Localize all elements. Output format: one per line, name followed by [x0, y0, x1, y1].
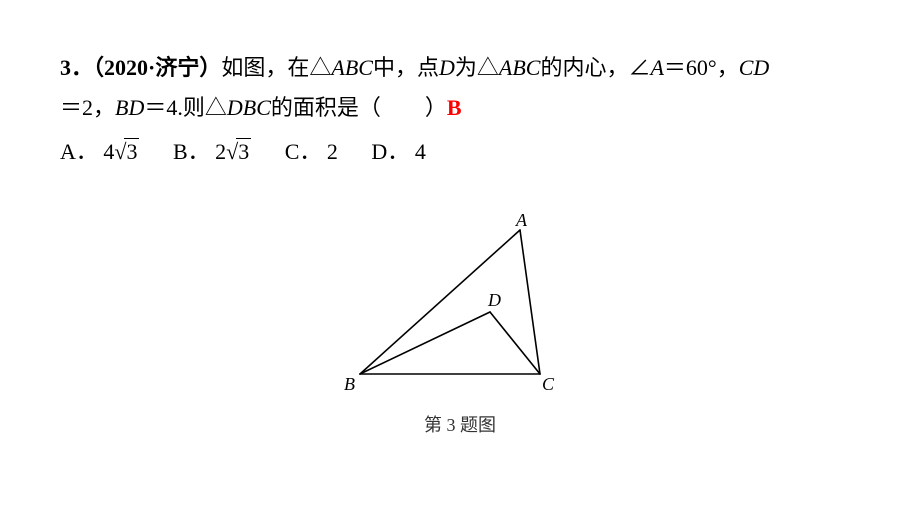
- options-row: A． 4√3 B． 2√3 C． 2 D． 4: [60, 132, 860, 172]
- option-b-rad: 3: [236, 138, 251, 164]
- page: 3．（2020·济宁）如图，在△ABC中，点D为△ABC的内心，∠A＝60°，C…: [0, 0, 920, 437]
- triangle-symbol: △: [205, 95, 227, 120]
- sqrt-icon: √3: [114, 132, 139, 172]
- stem-text: 的面积是（ ）: [271, 95, 447, 120]
- option-d-val: 4: [415, 139, 426, 164]
- option-b-label: B．: [173, 139, 210, 164]
- triangle-abc: ABC: [331, 55, 373, 80]
- option-b: B． 2√3: [173, 132, 251, 172]
- option-a: A． 4√3: [60, 132, 139, 172]
- problem-number: 3．: [60, 55, 93, 80]
- option-d: D． 4: [371, 132, 425, 172]
- option-b-coef: 2: [215, 139, 226, 164]
- option-a-rad: 3: [124, 138, 139, 164]
- triangle-dbc: DBC: [227, 95, 271, 120]
- stem-text: 如图，在: [221, 55, 309, 80]
- option-d-label: D．: [371, 139, 409, 164]
- triangle-symbol: △: [309, 55, 331, 80]
- stem-text: 中，点: [373, 55, 439, 80]
- figure-caption: 第 3 题图: [330, 411, 590, 437]
- answer-mark: B: [447, 95, 462, 120]
- svg-text:B: B: [344, 374, 355, 394]
- point-d: D: [439, 55, 455, 80]
- segment-bd: BD: [115, 95, 144, 120]
- stem-text: ＝2，: [60, 95, 115, 120]
- sqrt-icon: √3: [226, 132, 251, 172]
- triangle-abc: ABC: [499, 55, 541, 80]
- svg-text:C: C: [542, 374, 555, 394]
- stem-text: ＝60°，: [664, 55, 739, 80]
- triangle-symbol: △: [477, 55, 499, 80]
- option-c-label: C．: [285, 139, 322, 164]
- segment-cd: CD: [739, 55, 770, 80]
- angle-a: A: [650, 55, 663, 80]
- problem-stem: 3．（2020·济宁）如图，在△ABC中，点D为△ABC的内心，∠A＝60°，C…: [60, 48, 860, 128]
- svg-text:D: D: [487, 290, 501, 310]
- problem-source: （2020·济宁）: [93, 55, 221, 80]
- option-a-label: A．: [60, 139, 98, 164]
- figure-area: A B C D 第 3 题图: [60, 214, 860, 437]
- option-a-coef: 4: [103, 139, 114, 164]
- svg-text:A: A: [515, 214, 528, 230]
- stem-text: 为: [455, 55, 477, 80]
- option-c-val: 2: [327, 139, 338, 164]
- figure-inner: A B C D 第 3 题图: [330, 214, 590, 437]
- stem-text: 的内心，∠: [540, 55, 650, 80]
- triangle-figure: A B C D: [330, 214, 590, 404]
- stem-text: ＝4.则: [144, 95, 205, 120]
- option-c: C． 2: [285, 132, 338, 172]
